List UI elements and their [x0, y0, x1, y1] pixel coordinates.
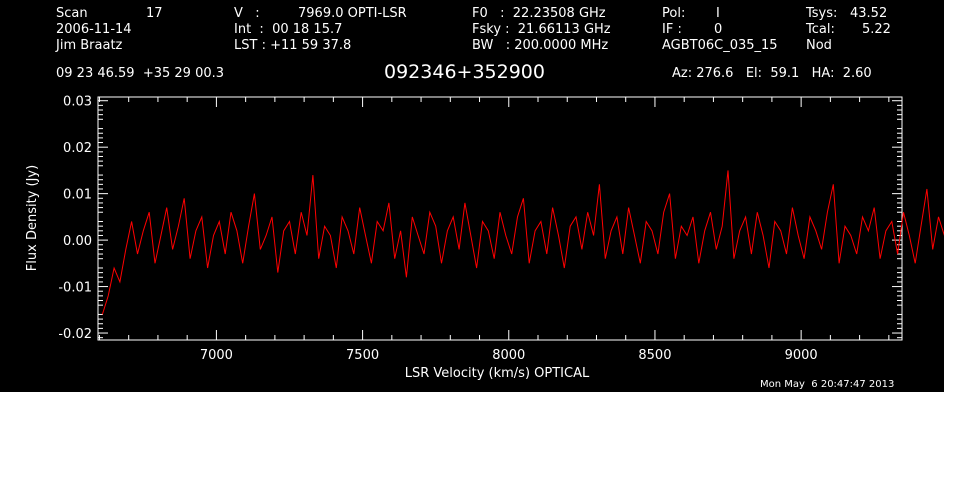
- observation-date: 2006-11-14: [56, 22, 132, 37]
- timestamp: Mon May 6 20:47:47 2013: [760, 379, 895, 390]
- x-tick-label: 7500: [346, 348, 379, 363]
- y-tick-label: -0.01: [58, 281, 92, 296]
- bandwidth: BW : 200.0000 MHz: [472, 38, 609, 53]
- spectrum-plot: 7000 7500 8000 8500 9000 -0.02 -0.01 0.00 0.01 0.…: [25, 95, 944, 381]
- source-name: 092346+352900: [384, 61, 545, 83]
- project-id: AGBT06C_035_15: [662, 38, 778, 53]
- velocity-value: 7969.0 OPTI-LSR: [298, 6, 407, 21]
- series-line: [101, 170, 944, 315]
- axis-ticks: [98, 97, 902, 340]
- tcal-label: Tcal:: [806, 22, 835, 37]
- x-tick-label: 9000: [785, 348, 818, 363]
- polarization-value: I: [716, 6, 720, 21]
- switching-mode: Nod: [806, 38, 832, 53]
- observer-name: Jim Braatz: [56, 38, 123, 53]
- plot-panel: Scan 17 V : 7969.0 OPTI-LSR F0 : 22.2350…: [0, 0, 944, 392]
- source-coordinates: 09 23 46.59 +35 29 00.3: [56, 66, 225, 81]
- y-tick-label: 0.03: [63, 95, 92, 110]
- y-tick-label: -0.02: [58, 327, 92, 342]
- lst-value: LST : +11 59 37.8: [234, 38, 352, 53]
- tcal-value: 5.22: [862, 22, 891, 37]
- polarization-label: Pol:: [662, 6, 686, 21]
- x-tick-label: 8000: [492, 348, 525, 363]
- if-label: IF :: [662, 22, 682, 37]
- y-tick-label: 0.02: [63, 141, 92, 156]
- if-value: 0: [714, 22, 723, 37]
- scan-label: Scan: [56, 6, 88, 21]
- y-tick-label: 0.00: [63, 234, 92, 249]
- x-tick-label: 7000: [200, 348, 233, 363]
- scan-number: 17: [146, 6, 163, 21]
- sky-frequency: Fsky : 21.66113 GHz: [472, 22, 611, 37]
- velocity-label: V :: [234, 6, 260, 21]
- plot-frame: [97, 96, 903, 341]
- y-tick-label: 0.01: [63, 188, 92, 203]
- x-tick-label: 8500: [638, 348, 671, 363]
- integration-time: Int : 00 18 15.7: [234, 22, 343, 37]
- tsys-label: Tsys:: [806, 6, 838, 21]
- tsys-value: 43.52: [850, 6, 888, 21]
- az-el-ha: Az: 276.6 El: 59.1 HA: 2.60: [672, 66, 872, 81]
- x-axis-title: LSR Velocity (km/s) OPTICAL: [405, 366, 590, 381]
- tick-labels: 7000 7500 8000 8500 9000 -0.02 -0.01 0.00 0.01 0.…: [58, 95, 817, 363]
- rest-frequency: F0 : 22.23508 GHz: [472, 6, 606, 21]
- y-axis-title: Flux Density (Jy): [25, 165, 40, 271]
